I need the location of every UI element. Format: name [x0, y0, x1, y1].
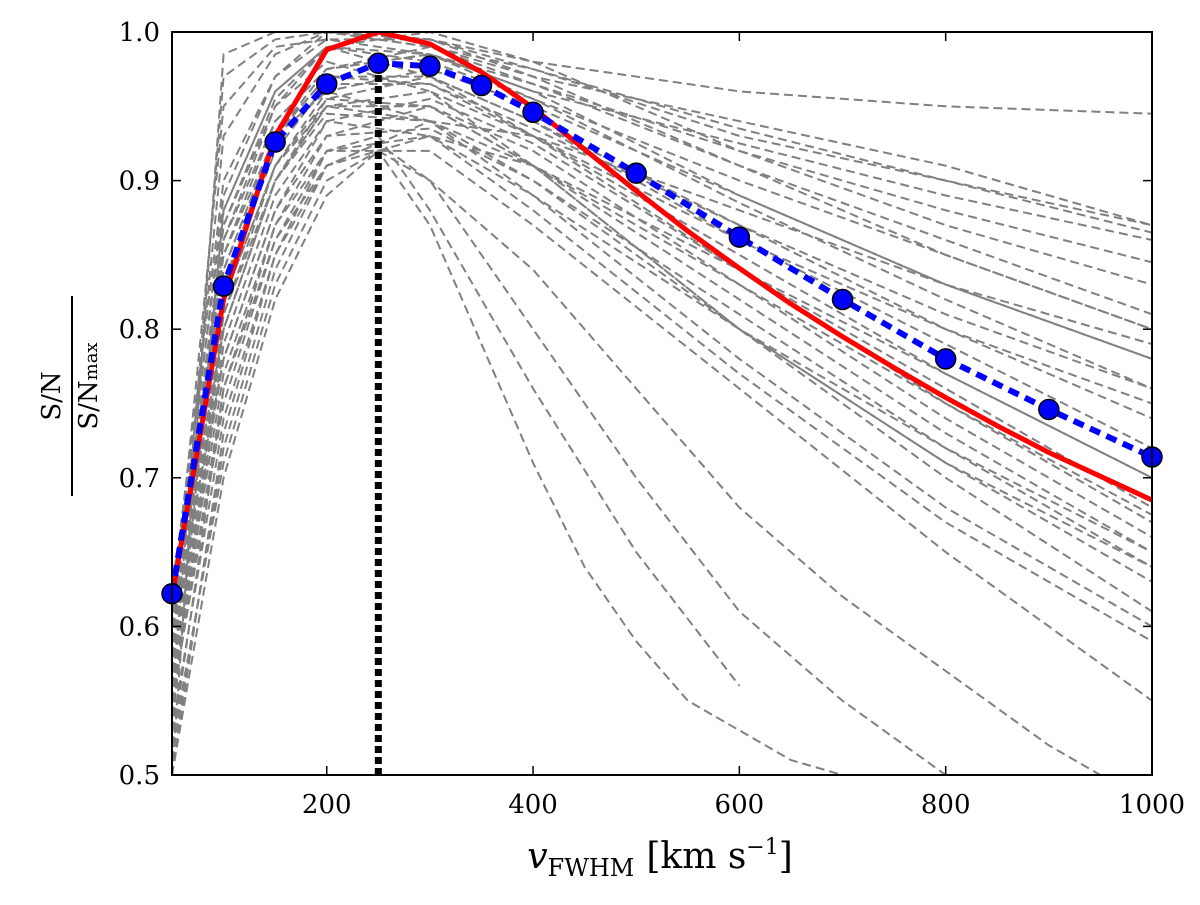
blue-marker: [522, 101, 544, 123]
y-axis-denominator: S/Nmax: [74, 342, 104, 429]
y-tick-label: 0.9: [119, 167, 160, 197]
y-tick-label: 1.0: [119, 18, 160, 48]
plot-frame: [171, 31, 1153, 776]
main-curves: [172, 32, 1152, 775]
x-axis-symbol: v: [527, 836, 547, 877]
x-tick-label: 200: [302, 790, 352, 820]
background-curve: [172, 53, 1152, 627]
x-axis-unit-exponent: −1: [746, 835, 778, 860]
background-curve: [172, 45, 1152, 731]
blue-marker: [934, 348, 957, 370]
background-curve: [172, 105, 1152, 746]
background-curve: [172, 32, 1152, 627]
background-curve: [172, 134, 1152, 731]
background-curve: [172, 38, 1152, 627]
background-curve: [172, 105, 1152, 613]
y-axis-denominator-subscript: max: [81, 342, 102, 380]
x-tick-label: 800: [921, 790, 971, 820]
x-tick-label: 600: [715, 790, 765, 820]
red-solid-curve: [172, 32, 1152, 598]
y-axis-label: S/N S/Nmax: [37, 296, 104, 496]
background-curve: [172, 32, 1152, 775]
blue-marker: [367, 52, 390, 74]
background-curve: [172, 68, 1152, 582]
y-axis-denominator-text: S/N: [74, 380, 104, 429]
background-curve: [172, 149, 1101, 775]
blue-dotted-curve: [172, 60, 1152, 595]
y-tick-label: 0.8: [119, 315, 160, 345]
x-axis-subscript: FWHM: [548, 854, 635, 882]
background-curves: [172, 32, 1152, 775]
blue-marker: [1038, 398, 1060, 421]
background-curve: [172, 134, 1152, 701]
blue-marker: [831, 288, 854, 311]
y-tick-label: 0.7: [119, 464, 160, 494]
background-curve: [172, 112, 1152, 686]
blue-marker: [728, 226, 751, 248]
background-curve: [172, 120, 1152, 761]
blue-marker: [315, 73, 338, 95]
axis-ticks: 200 400 600 800 1000 0.5 0.6 0.7 0.8 0.9 1.0: [119, 18, 1185, 820]
background-curve: [172, 149, 843, 775]
blue-marker: [212, 275, 235, 297]
background-curve: [172, 32, 1152, 657]
background-curve: [172, 149, 1152, 702]
blue-markers: [161, 52, 1163, 605]
y-axis-numerator: S/N: [37, 371, 67, 420]
blue-marker: [625, 162, 647, 184]
background-curve: [172, 45, 1152, 642]
x-tick-label: 400: [508, 790, 558, 820]
blue-marker: [419, 55, 441, 77]
background-curve: [172, 83, 1152, 642]
blue-marker: [264, 131, 286, 153]
background-curve: [172, 142, 947, 775]
background-curve: [172, 45, 1152, 642]
background-curve: [172, 127, 1152, 672]
y-tick-label: 0.6: [119, 612, 160, 642]
background-curve: [172, 45, 1152, 597]
background-curve: [172, 90, 1152, 628]
background-curve: [172, 32, 1152, 686]
x-axis-unit: [km s: [646, 836, 746, 877]
x-axis-unit-close: ]: [779, 836, 793, 877]
x-axis-label: vFWHM [km s−1]: [527, 835, 793, 882]
background-curve: [172, 105, 1152, 716]
background-curve: [172, 120, 1152, 716]
x-tick-label: 1000: [1119, 790, 1185, 820]
blue-marker: [470, 74, 493, 97]
y-tick-label: 0.5: [119, 761, 160, 791]
